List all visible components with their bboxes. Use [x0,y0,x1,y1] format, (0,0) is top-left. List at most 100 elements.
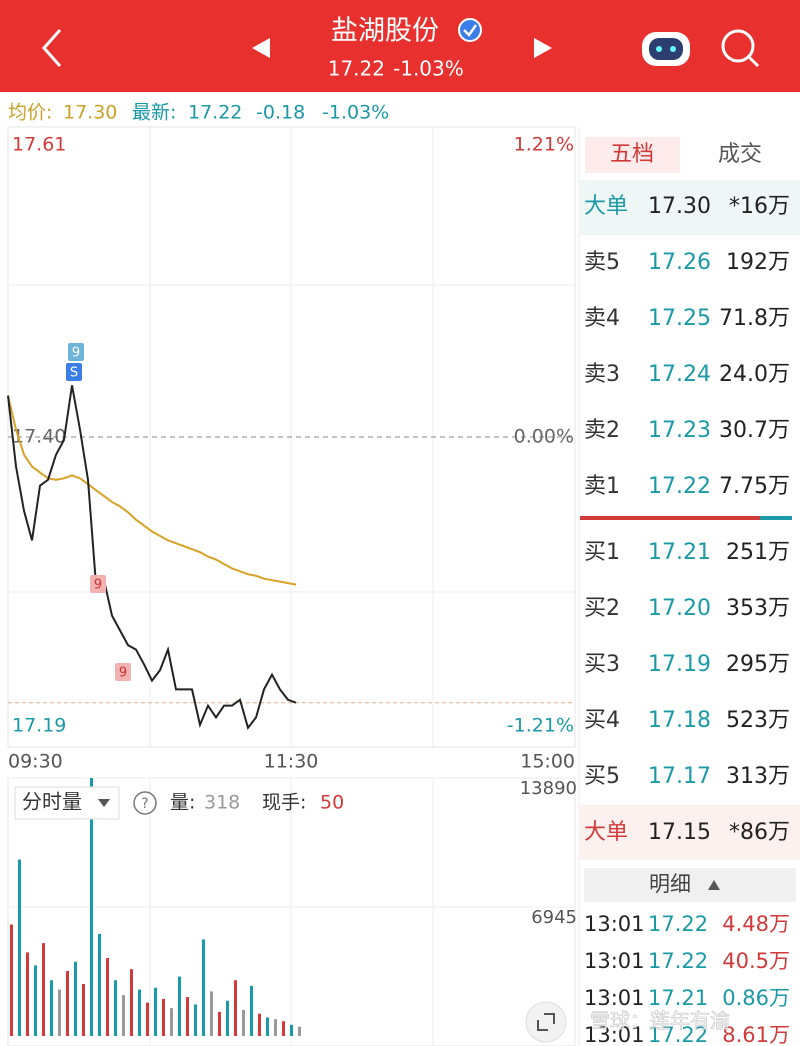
book-price: 17.19 [648,652,711,677]
average-line [7,395,297,586]
book-label: 卖1 [584,474,620,499]
x-tick-label: 15:00 [520,751,575,773]
y-tick-label: 17.40 [12,426,66,448]
book-price: 17.26 [648,250,711,275]
robot-eye [656,46,662,52]
search-button[interactable] [721,29,755,63]
volume-bar [90,778,93,1036]
volume-bar [10,924,13,1036]
volume-bar [242,1009,245,1036]
signal-label: S [70,366,78,381]
change-value: -0.18 [256,102,305,124]
y-tick-label: 17.19 [12,715,66,737]
stock-name: 盐湖股份 [331,16,439,47]
volume-bar [18,859,21,1036]
price-line [7,385,297,730]
detail-arrow[interactable] [708,880,720,890]
volume-bar [58,989,61,1036]
book-qty: 251万 [726,540,790,565]
trade-qty: 8.61万 [722,1023,790,1046]
volume-bar [66,970,69,1036]
assistant-icon[interactable] [642,32,690,66]
volume-value: 318 [204,792,240,814]
detail-header-bg [584,868,796,902]
volume-bar [282,1021,285,1036]
big-order-bg [580,180,800,235]
avg-label: 均价: [8,102,52,124]
big-order-bg [580,805,800,860]
volume-mode: 分时量 [22,790,82,814]
watermark: 雪球：莲年有渝 [590,1009,730,1033]
tab[interactable]: 成交 [718,142,762,167]
tab[interactable]: 五档 [610,142,654,167]
x-tick-label: 11:30 [264,751,319,773]
book-label: 卖5 [584,250,620,275]
book-label: 卖2 [584,418,620,443]
trade-time: 13:01 [584,1023,645,1046]
volume-bar [154,987,157,1036]
volume-bar [186,996,189,1036]
book-price: 17.15 [648,820,711,845]
signal-badge [115,663,131,681]
help-button[interactable] [133,791,157,815]
hand-label: 现手: [262,792,306,814]
volume-bar [74,961,77,1036]
book-label: 买3 [584,652,620,677]
volume-bar [50,980,53,1036]
robot-face [649,38,683,60]
volume-bar [26,952,29,1036]
expand-icon [537,1020,548,1031]
volume-chart: 13890 6945 [8,777,577,1036]
book-price: 17.22 [648,474,711,499]
signal-badge [90,575,106,593]
book-label: 大单 [584,194,628,219]
book-label: 买5 [584,764,620,789]
next-stock[interactable] [534,38,552,58]
book-qty: 313万 [726,764,790,789]
volume-bar [290,1024,293,1036]
volume-bar [234,980,237,1036]
trade-price: 17.21 [648,986,708,1010]
active-tab-bg [585,137,680,173]
book-price: 17.30 [648,194,711,219]
volume-label: 量: [170,792,195,814]
trade-qty: 40.5万 [722,949,790,973]
y-tick-label: 6945 [531,907,577,928]
y-tick-label: 17.61 [12,134,66,156]
book-qty: 71.8万 [719,306,790,331]
volume-bar [146,1002,149,1036]
expand-button[interactable] [525,1001,567,1043]
book-qty: 192万 [726,250,790,275]
trade-qty: 0.86万 [722,986,790,1010]
latest-value: 17.22 [188,102,242,124]
volume-bar [218,1011,221,1036]
trade-time: 13:01 [584,986,645,1010]
price-chart: 17.61 17.40 17.19 1.21% 0.00% -1.21% 09:30 11:3… [7,126,575,773]
volume-mode-select[interactable]: 分时量 [14,786,120,820]
volume-bar [130,969,133,1036]
header-price: 17.22 [328,57,385,81]
latest-label: 最新: [132,102,176,124]
signal-badge [68,343,84,361]
trade-time: 13:01 [584,949,645,973]
header-change: -1.03% [393,57,464,81]
volume-bar [106,957,109,1036]
avg-value: 17.30 [63,102,117,124]
trade-price: 17.22 [648,912,708,936]
book-qty: 353万 [726,596,790,621]
book-price: 17.21 [648,540,711,565]
back-button[interactable] [41,29,62,67]
trade-price: 17.22 [648,1023,708,1046]
volume-bar [98,933,101,1036]
prev-stock[interactable] [252,38,270,58]
book-qty: *86万 [729,820,790,845]
book-label: 卖4 [584,306,620,331]
book-price: 17.24 [648,362,711,387]
book-label: 买1 [584,540,620,565]
signal-label: 9 [94,578,102,593]
book-qty: 24.0万 [719,362,790,387]
book-price: 17.18 [648,708,711,733]
